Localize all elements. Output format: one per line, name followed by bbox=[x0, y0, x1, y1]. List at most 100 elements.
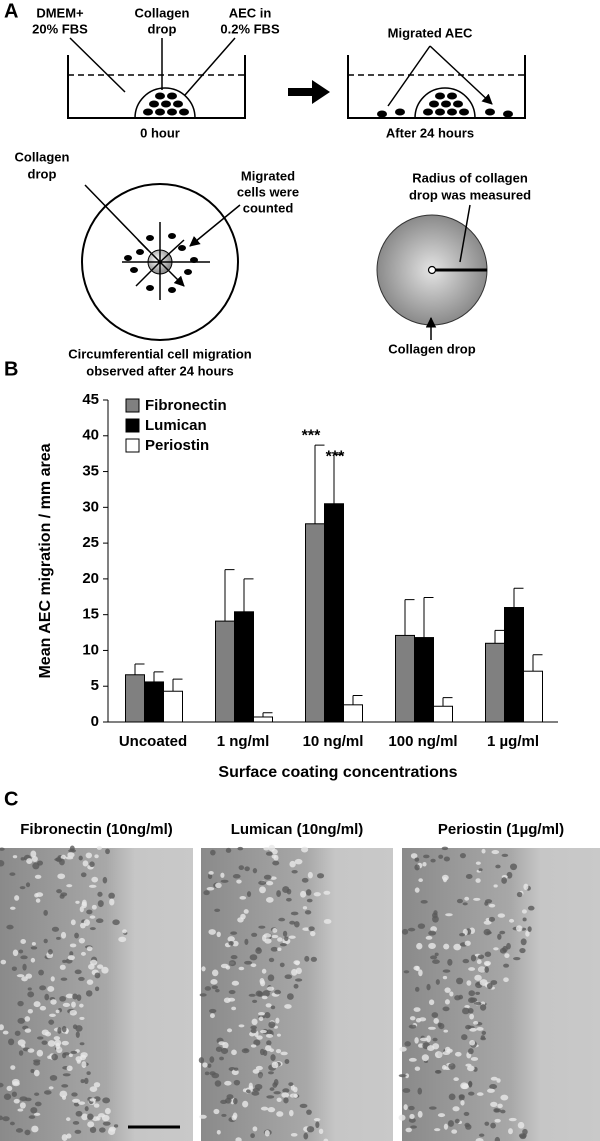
cell bbox=[215, 1046, 223, 1052]
cell bbox=[255, 1065, 263, 1071]
cell bbox=[408, 1105, 415, 1111]
cell bbox=[286, 993, 294, 1000]
diagram-label: Collagen drop bbox=[388, 341, 475, 356]
cell bbox=[451, 1129, 458, 1134]
cell bbox=[233, 1097, 238, 1105]
cell bbox=[304, 955, 310, 962]
cell bbox=[228, 990, 236, 995]
cell bbox=[13, 1098, 20, 1104]
cell bbox=[269, 1087, 275, 1091]
cell bbox=[69, 951, 74, 957]
cell bbox=[292, 1086, 298, 1093]
cell bbox=[469, 1027, 477, 1032]
cell bbox=[409, 1113, 415, 1120]
cell bbox=[97, 900, 104, 908]
cell bbox=[442, 975, 448, 980]
cell bbox=[215, 882, 222, 889]
cell bbox=[243, 1048, 248, 1052]
cell bbox=[89, 861, 95, 868]
cell bbox=[87, 1113, 94, 1120]
cell bbox=[31, 1125, 39, 1133]
cell bbox=[284, 974, 293, 979]
cell bbox=[24, 1129, 31, 1136]
cell bbox=[270, 1005, 276, 1010]
cell bbox=[251, 1018, 258, 1026]
cell bbox=[284, 936, 289, 942]
cell bbox=[67, 852, 75, 858]
cell bbox=[94, 986, 100, 992]
cell bbox=[447, 958, 453, 966]
cell bbox=[27, 987, 32, 991]
cell bbox=[65, 993, 74, 999]
cell bbox=[238, 966, 245, 971]
cell bbox=[49, 1075, 58, 1081]
cell bbox=[289, 860, 296, 868]
cell bbox=[315, 1121, 320, 1129]
cell bbox=[259, 1048, 265, 1056]
cell bbox=[433, 910, 438, 916]
cell bbox=[523, 883, 529, 891]
cell bbox=[95, 918, 104, 924]
cell bbox=[506, 942, 511, 950]
cell bbox=[467, 1065, 475, 1072]
cell bbox=[232, 874, 241, 879]
cell bbox=[113, 1124, 119, 1128]
cell bbox=[43, 938, 48, 944]
cell bbox=[55, 1009, 60, 1014]
bar bbox=[433, 705, 453, 723]
cell bbox=[443, 1029, 449, 1033]
cell bbox=[214, 908, 221, 912]
cell bbox=[245, 1089, 251, 1094]
cell bbox=[231, 1049, 237, 1056]
x-tick-label: 100 ng/ml bbox=[388, 733, 457, 750]
cell bbox=[9, 872, 16, 876]
cell bbox=[0, 860, 5, 867]
cell bbox=[61, 1025, 67, 1033]
cell bbox=[214, 1080, 222, 1087]
cell bbox=[316, 873, 325, 879]
cell bbox=[475, 991, 481, 996]
cell bbox=[33, 1059, 41, 1063]
cell bbox=[402, 1088, 411, 1093]
cell bbox=[458, 1094, 465, 1099]
cell bbox=[508, 1128, 513, 1135]
bar bbox=[523, 670, 543, 723]
cell bbox=[202, 1062, 208, 1068]
panel-label: C bbox=[4, 788, 18, 810]
cell bbox=[290, 1132, 298, 1137]
cell bbox=[299, 1103, 308, 1109]
cell bbox=[31, 856, 38, 862]
cell bbox=[66, 1065, 73, 1072]
cell bbox=[488, 916, 496, 922]
cell bbox=[478, 1133, 485, 1137]
cell bbox=[81, 901, 87, 909]
cell bbox=[432, 959, 440, 964]
cell bbox=[27, 1048, 35, 1053]
cell bbox=[286, 888, 292, 895]
cell bbox=[89, 1098, 97, 1102]
cell bbox=[220, 879, 229, 883]
cell bbox=[294, 858, 303, 865]
cell bbox=[227, 997, 236, 1002]
cell bbox=[238, 865, 245, 871]
cell bbox=[225, 965, 231, 970]
legend-swatch bbox=[125, 438, 140, 453]
cell bbox=[276, 1033, 281, 1037]
cell bbox=[36, 1049, 44, 1057]
cell bbox=[79, 1042, 85, 1046]
cell bbox=[265, 1003, 272, 1008]
bar bbox=[234, 611, 254, 723]
cell bbox=[441, 874, 449, 881]
cell bbox=[261, 995, 268, 1000]
cell bbox=[442, 1064, 447, 1070]
cell bbox=[72, 1098, 81, 1103]
image-caption: Lumican (10ng/ml) bbox=[231, 821, 364, 838]
diagram-label: Circumferential cell migration bbox=[68, 346, 252, 361]
cell bbox=[403, 970, 410, 974]
cell bbox=[476, 1092, 484, 1096]
cell bbox=[456, 898, 464, 904]
cell bbox=[491, 850, 500, 855]
cell bbox=[263, 874, 272, 880]
cell bbox=[51, 1053, 58, 1061]
cell bbox=[12, 1081, 20, 1087]
